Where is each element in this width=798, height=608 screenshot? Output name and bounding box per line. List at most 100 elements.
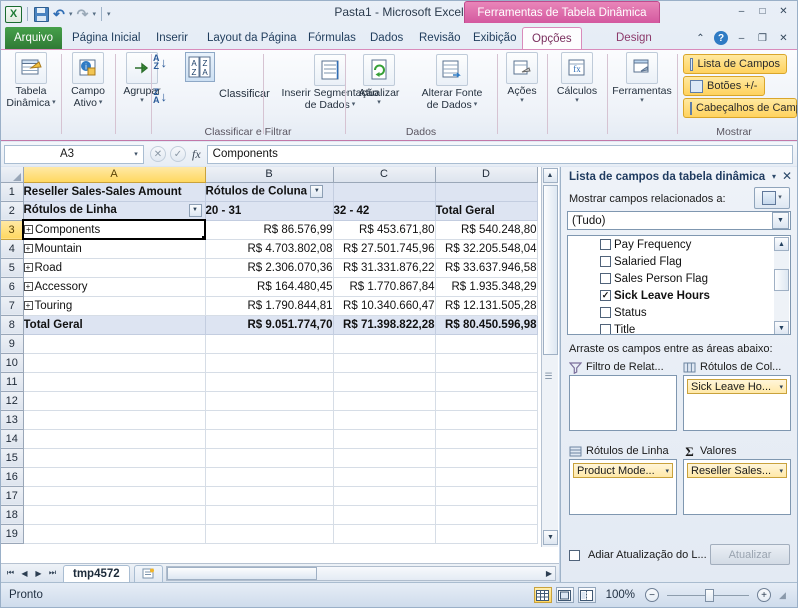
ribbon-button-calculations[interactable]: fx Cálculos ▾: [549, 50, 605, 140]
cell-d1[interactable]: [435, 182, 538, 202]
tab-layout-da-pagina[interactable]: Layout da Página: [207, 32, 297, 44]
cell-c5[interactable]: R$ 31.331.876,22: [333, 258, 436, 278]
checkbox-checked[interactable]: ✓: [600, 290, 611, 301]
restore-icon[interactable]: □: [759, 5, 766, 17]
cell-a17[interactable]: [23, 486, 206, 506]
cell-c14[interactable]: [333, 429, 436, 449]
row-header-15[interactable]: 15: [1, 448, 24, 468]
chevron-down-icon[interactable]: ▾: [140, 96, 144, 104]
cell-b4[interactable]: R$ 4.703.802,08: [205, 239, 334, 259]
cell-a6[interactable]: + Accessory: [23, 277, 206, 297]
row-header-7[interactable]: 7: [1, 296, 24, 316]
page-layout-view-icon[interactable]: [555, 587, 574, 603]
cell-c19[interactable]: [333, 524, 436, 544]
undo-icon[interactable]: ↶: [53, 5, 65, 22]
cell-a14[interactable]: [23, 429, 206, 449]
scroll-right-icon[interactable]: ▶: [545, 568, 552, 578]
row-header-17[interactable]: 17: [1, 486, 24, 506]
name-box[interactable]: A3 ▾: [4, 144, 144, 164]
next-sheet-icon[interactable]: ▶: [35, 568, 42, 578]
cell-b10[interactable]: [205, 353, 334, 373]
undo-dropdown-icon[interactable]: ▾: [69, 11, 73, 18]
ribbon-restore-icon[interactable]: ❐: [758, 32, 767, 44]
cell-b17[interactable]: [205, 486, 334, 506]
ribbon-button-active-field[interactable]: i Campo Ativo ▾: [63, 50, 113, 140]
cell-a10[interactable]: [23, 353, 206, 373]
ribbon-button-pivot-table[interactable]: Tabela Dinâmica ▾: [3, 50, 59, 140]
tab-inserir[interactable]: Inserir: [156, 32, 188, 44]
chevron-down-icon[interactable]: ▾: [779, 467, 783, 475]
checkbox[interactable]: [569, 549, 580, 561]
sort-button-label[interactable]: Classificar: [219, 88, 270, 100]
chevron-down-icon[interactable]: ▾: [520, 96, 524, 104]
cell-a4[interactable]: + Mountain: [23, 239, 206, 259]
cell-c9[interactable]: [333, 334, 436, 354]
cell-d10[interactable]: [435, 353, 538, 373]
cell-a8[interactable]: Total Geral: [23, 315, 206, 335]
insert-function-icon[interactable]: fx: [192, 146, 201, 161]
cell-a3[interactable]: + Components: [22, 219, 206, 240]
chevron-down-icon[interactable]: ▾: [771, 172, 776, 181]
split-grip-icon[interactable]: ☰: [544, 371, 553, 381]
cell-b7[interactable]: R$ 1.790.844,81: [205, 296, 334, 316]
help-icon[interactable]: ?: [714, 31, 728, 45]
zoom-slider[interactable]: [667, 588, 749, 602]
defer-layout-update-row[interactable]: Adiar Atualização do L...: [569, 549, 707, 561]
cell-c12[interactable]: [333, 391, 436, 411]
formula-input[interactable]: Components: [206, 144, 793, 164]
expand-icon[interactable]: +: [23, 300, 33, 310]
cell-c6[interactable]: R$ 1.770.867,84: [333, 277, 436, 297]
column-header-d[interactable]: D: [435, 167, 538, 183]
column-header-c[interactable]: C: [333, 167, 436, 183]
cell-c13[interactable]: [333, 410, 436, 430]
cell-b3[interactable]: R$ 86.576,99: [205, 220, 334, 240]
checkbox[interactable]: [600, 256, 611, 267]
cell-d16[interactable]: [435, 467, 538, 487]
cell-a2[interactable]: Rótulos de Linha ▼: [23, 201, 206, 221]
scroll-down-icon[interactable]: ▼: [543, 530, 558, 545]
cell-b8[interactable]: R$ 9.051.774,70: [205, 315, 334, 335]
chevron-down-icon[interactable]: ▾: [665, 467, 669, 475]
field-chip-product-model[interactable]: Product Mode... ▾: [573, 463, 673, 478]
last-sheet-icon[interactable]: ⏭: [48, 568, 57, 577]
collapse-ribbon-icon[interactable]: ⌃: [696, 32, 705, 44]
chevron-down-icon[interactable]: ▾: [473, 101, 478, 109]
row-header-18[interactable]: 18: [1, 505, 24, 525]
scroll-down-icon[interactable]: ▼: [774, 321, 789, 334]
ribbon-minimize-icon[interactable]: –: [738, 32, 745, 44]
row-header-3[interactable]: 3: [1, 220, 24, 240]
zone-column-labels[interactable]: Rótulos de Col... Sick Leave Ho... ▾: [683, 359, 791, 431]
cell-d9[interactable]: [435, 334, 538, 354]
row-header-9[interactable]: 9: [1, 334, 24, 354]
expand-icon[interactable]: +: [23, 262, 33, 272]
cell-c7[interactable]: R$ 10.340.660,47: [333, 296, 436, 316]
cell-b5[interactable]: R$ 2.306.070,36: [205, 258, 334, 278]
cell-b13[interactable]: [205, 410, 334, 430]
toggle-field-headers[interactable]: Cabeçalhos de Campos: [683, 98, 797, 118]
row-labels-filter-icon[interactable]: ▼: [188, 203, 202, 217]
cell-d12[interactable]: [435, 391, 538, 411]
cell-b1[interactable]: Rótulos de Coluna ▼: [205, 182, 334, 202]
spreadsheet-grid[interactable]: A B C D 1 Reseller Sales-Sales Amount Ró…: [1, 167, 559, 563]
field-scroll-thumb[interactable]: [774, 269, 789, 291]
chevron-down-icon[interactable]: ▾: [351, 101, 356, 109]
chevron-down-icon[interactable]: ▾: [134, 151, 138, 158]
zone-report-filter[interactable]: Filtro de Relat...: [569, 359, 677, 431]
cell-c4[interactable]: R$ 27.501.745,96: [333, 239, 436, 259]
zoom-out-icon[interactable]: −: [645, 588, 659, 602]
expand-icon[interactable]: +: [25, 224, 33, 234]
cell-a19[interactable]: [23, 524, 206, 544]
expand-icon[interactable]: +: [23, 281, 33, 291]
cell-a7[interactable]: + Touring: [23, 296, 206, 316]
toggle-field-list[interactable]: Lista de Campos: [683, 54, 787, 74]
toggle-plus-minus-buttons[interactable]: Botões +/-: [683, 76, 765, 96]
redo-dropdown-icon[interactable]: ▾: [92, 11, 97, 18]
checkbox[interactable]: [600, 307, 611, 318]
tab-exibicao[interactable]: Exibição: [473, 32, 517, 44]
cell-a18[interactable]: [23, 505, 206, 525]
cell-d5[interactable]: R$ 33.637.946,58: [435, 258, 538, 278]
vertical-scroll-thumb[interactable]: [543, 185, 558, 355]
first-sheet-icon[interactable]: ⏮: [6, 568, 15, 577]
